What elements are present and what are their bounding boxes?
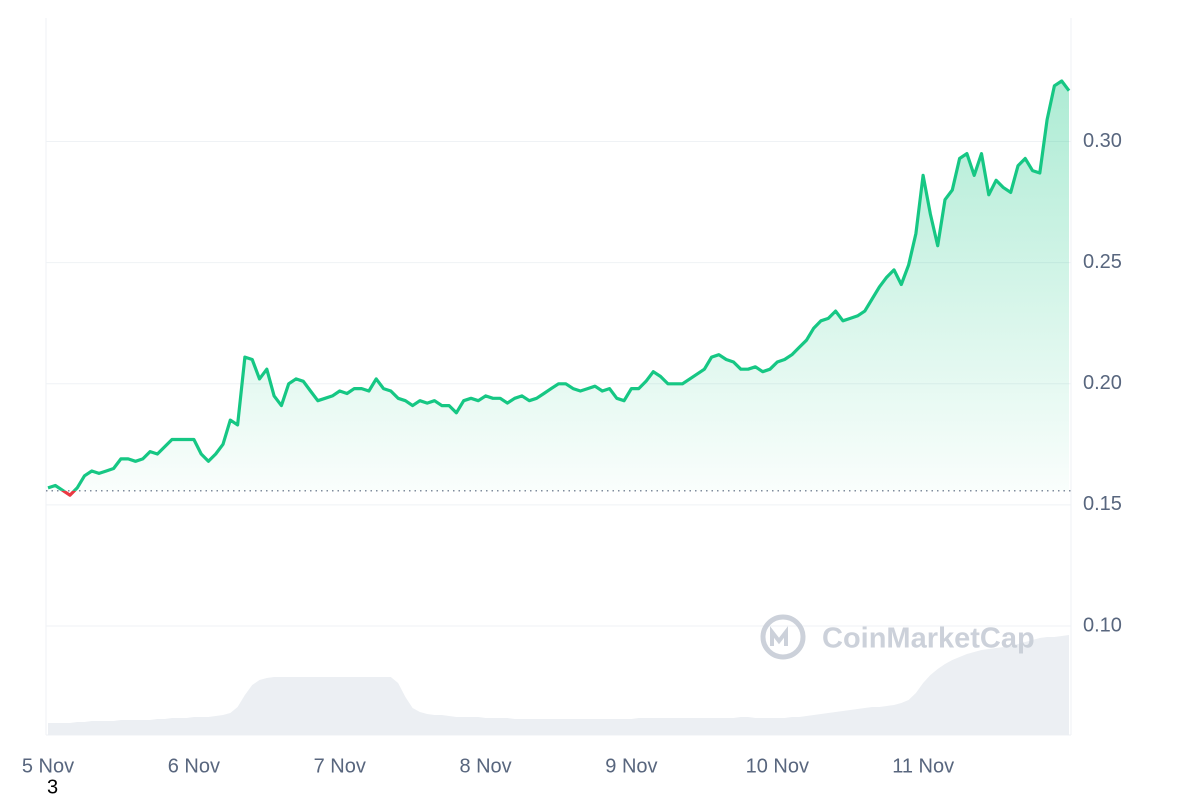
x-tick-label: 9 Nov bbox=[605, 755, 657, 777]
x-tick-label: 11 Nov bbox=[892, 755, 954, 777]
watermark-text: CoinMarketCap bbox=[822, 623, 1035, 655]
x-tick-label: 5 Nov bbox=[22, 755, 74, 777]
x-tick-label: 6 Nov bbox=[168, 755, 220, 777]
x-tick-label: 8 Nov bbox=[459, 755, 511, 777]
price-line bbox=[47, 79, 1071, 491]
footnote: 3 bbox=[47, 776, 58, 798]
y-tick-label: 0.20 bbox=[1083, 372, 1122, 394]
watermark-logo bbox=[760, 614, 806, 660]
watermark: CoinMarketCap bbox=[760, 614, 1035, 660]
y-tick-label: 0.15 bbox=[1083, 493, 1122, 515]
volume-area bbox=[48, 635, 1069, 735]
watermark-logo-mark bbox=[770, 626, 788, 646]
y-tick-label: 0.30 bbox=[1083, 130, 1122, 152]
y-tick-label: 0.25 bbox=[1083, 251, 1122, 273]
x-tick-label: 10 Nov bbox=[746, 755, 809, 777]
y-tick-label: 0.10 bbox=[1083, 614, 1122, 636]
price-area bbox=[48, 81, 1069, 491]
x-tick-label: 7 Nov bbox=[314, 755, 366, 777]
